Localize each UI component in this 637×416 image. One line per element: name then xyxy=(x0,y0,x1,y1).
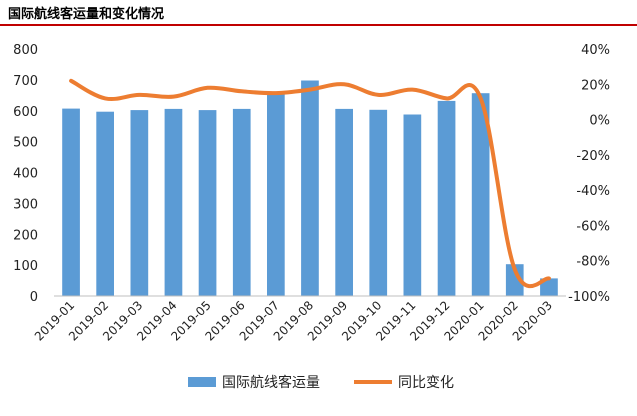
left-tick-label: 800 xyxy=(13,43,38,58)
left-tick-label: 500 xyxy=(13,136,38,151)
bar-2019-07 xyxy=(267,92,285,296)
right-tick-label: 20% xyxy=(581,78,610,93)
left-tick-label: 400 xyxy=(13,167,38,182)
legend-line-label: 同比变化 xyxy=(398,375,454,391)
left-tick-label: 700 xyxy=(13,74,38,89)
right-tick-label: -40% xyxy=(576,184,610,199)
bar-2020-01 xyxy=(471,93,490,296)
bar-2019-02 xyxy=(96,111,114,296)
bar-2019-10 xyxy=(369,109,388,296)
right-axis-ticks: -100% -80% -60% -40% -20% 0% 20% 40% xyxy=(568,43,610,305)
left-tick-label: 200 xyxy=(13,228,38,243)
legend-bar-swatch xyxy=(188,377,216,387)
left-tick-label: 0 xyxy=(30,290,38,305)
right-tick-label: -20% xyxy=(576,149,610,164)
right-tick-label: 40% xyxy=(581,43,610,58)
yoy-line xyxy=(69,78,551,289)
bar-2019-06 xyxy=(232,108,251,297)
bar-2019-03 xyxy=(130,110,149,296)
title-underline xyxy=(0,24,637,26)
bar-2019-08 xyxy=(301,80,319,296)
bar-2019-12 xyxy=(437,100,456,297)
category-labels: 2019-012019-022019-032019-042019-052019-… xyxy=(32,298,555,343)
left-axis-ticks: 0 100 200 300 400 500 600 700 800 xyxy=(13,43,38,305)
chart-title: 国际航线客运量和变化情况 xyxy=(8,7,165,22)
bar-2019-09 xyxy=(335,108,353,297)
right-tick-label: -60% xyxy=(576,219,610,234)
right-tick-label: -80% xyxy=(576,255,610,270)
bar-2019-05 xyxy=(198,110,217,296)
legend: 国际航线客运量 同比变化 xyxy=(188,374,454,391)
left-tick-label: 600 xyxy=(13,105,38,120)
bar-2019-01 xyxy=(62,108,80,296)
bars-group xyxy=(62,80,558,297)
left-tick-label: 300 xyxy=(13,197,38,212)
right-tick-label: -100% xyxy=(568,290,610,305)
bar-2019-11 xyxy=(403,114,422,296)
bar-2019-04 xyxy=(164,108,183,297)
legend-bar-label: 国际航线客运量 xyxy=(222,374,320,391)
bar-2020-03 xyxy=(540,278,558,296)
right-tick-label: 0% xyxy=(589,114,610,129)
bar-2020-02 xyxy=(505,264,524,296)
left-tick-label: 100 xyxy=(13,259,38,274)
